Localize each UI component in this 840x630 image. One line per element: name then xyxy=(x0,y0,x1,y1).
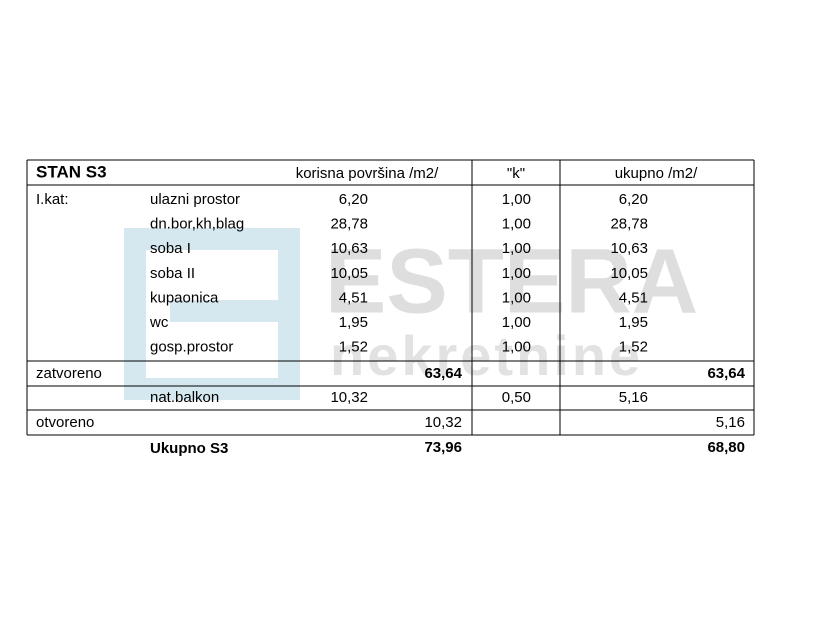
total: 10,63 xyxy=(610,240,648,257)
column-header: korisna površina /m2/ xyxy=(296,165,439,182)
subtotal: 10,32 xyxy=(424,414,462,431)
total: 28,78 xyxy=(610,216,648,233)
room-name: wc xyxy=(149,314,169,331)
table-lines xyxy=(26,159,755,436)
column-header: "k" xyxy=(507,165,525,182)
coefficient: 1,00 xyxy=(502,314,531,331)
room-name: gosp.prostor xyxy=(150,339,233,356)
coefficient: 1,00 xyxy=(502,216,531,233)
total: 10,05 xyxy=(610,265,648,282)
title: STAN S3 xyxy=(36,162,107,181)
watermark-brand: ESTERA xyxy=(325,230,698,332)
total: 6,20 xyxy=(619,191,648,208)
room-name: dn.bor,kh,blag xyxy=(150,216,244,233)
row-label: otvoreno xyxy=(36,414,94,431)
coefficient: 1,00 xyxy=(502,240,531,257)
total: 1,52 xyxy=(619,339,648,356)
watermark: ESTERA nekretnine xyxy=(124,228,698,400)
grand-total: 68,80 xyxy=(707,439,745,456)
area: 10,32 xyxy=(330,389,368,406)
room-name: soba II xyxy=(150,265,195,282)
row-label: zatvoreno xyxy=(36,365,102,382)
area: 4,51 xyxy=(339,289,368,306)
area: 6,20 xyxy=(339,191,368,208)
coefficient: 1,00 xyxy=(502,265,531,282)
area: 28,78 xyxy=(330,216,368,233)
rooms: ulazni prostor 6,20 1,00 6,20 dn.bor,kh,blag… xyxy=(149,191,648,356)
room-name: soba I xyxy=(150,240,191,257)
area: 1,52 xyxy=(339,339,368,356)
coefficient: 0,50 xyxy=(502,389,531,406)
area: 1,95 xyxy=(339,314,368,331)
subtotal: 63,64 xyxy=(707,365,745,382)
area: 10,63 xyxy=(330,240,368,257)
grand-total: 73,96 xyxy=(424,439,462,456)
coefficient: 1,00 xyxy=(502,339,531,356)
logo-bar xyxy=(170,300,300,322)
total: 4,51 xyxy=(619,289,648,306)
room-name: nat.balkon xyxy=(150,389,219,406)
coefficient: 1,00 xyxy=(502,289,531,306)
floor-label: I.kat: xyxy=(36,191,69,208)
total: 1,95 xyxy=(619,314,648,331)
room-name: kupaonica xyxy=(150,289,219,306)
coefficient: 1,00 xyxy=(502,191,531,208)
watermark-tagline: nekretnine xyxy=(330,324,643,387)
column-header: ukupno /m2/ xyxy=(615,165,698,182)
room-name: ulazni prostor xyxy=(150,191,240,208)
total: 5,16 xyxy=(619,389,648,406)
grand-label: Ukupno S3 xyxy=(150,440,228,457)
subtotal: 63,64 xyxy=(424,365,462,382)
subtotal: 5,16 xyxy=(716,414,745,431)
area: 10,05 xyxy=(330,265,368,282)
